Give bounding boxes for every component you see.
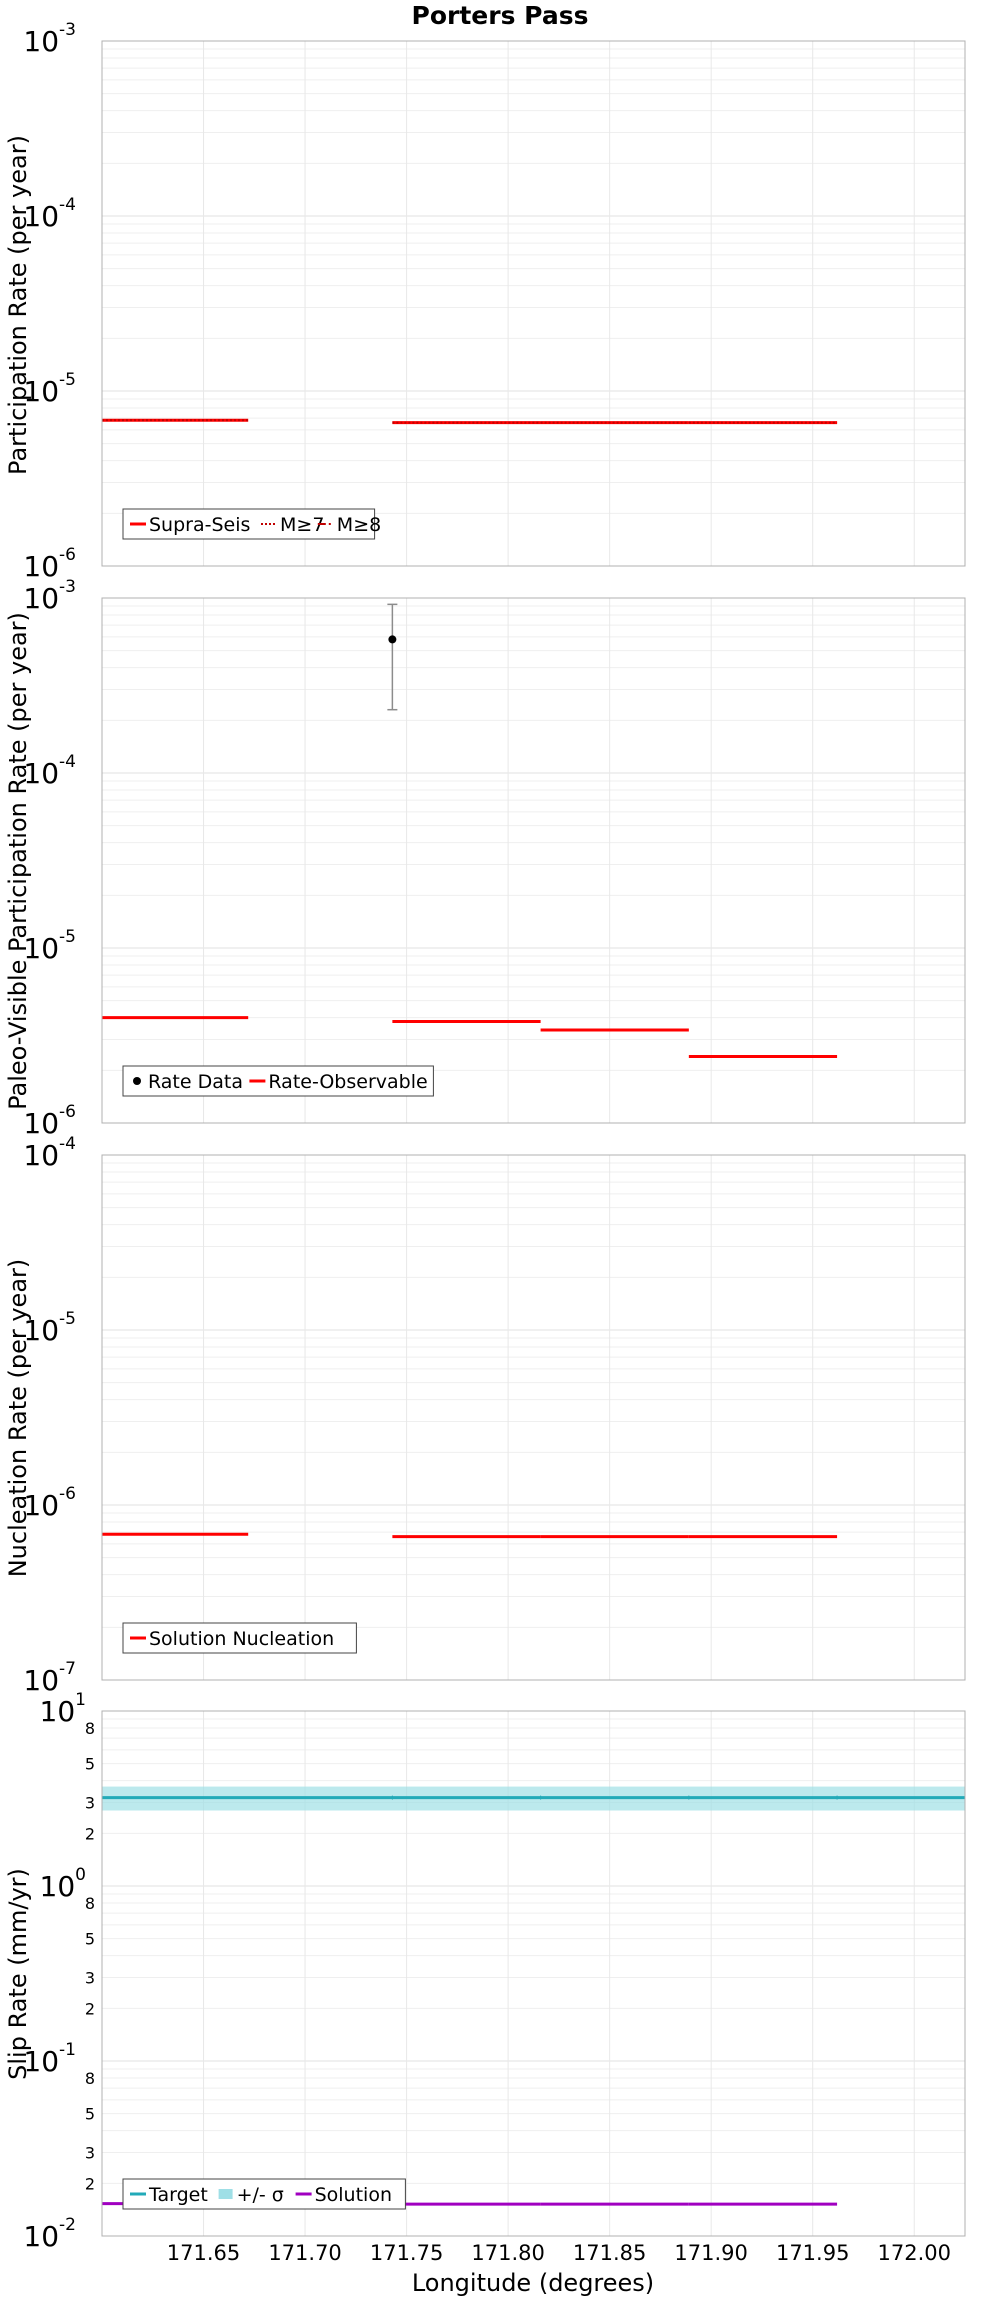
legend-marker [133, 1077, 141, 1085]
legend-box [122, 1065, 434, 1097]
data-point [388, 635, 397, 644]
chart-title: Porters Pass [412, 1, 589, 30]
legend-label: Rate Data [148, 1071, 243, 1093]
y-tick-label: 10-4 [23, 752, 76, 790]
plot-area: 10-7 10-6 10-5 10-4 Solution Nucleation [23, 1134, 965, 1697]
y-axis-label: Paleo-Visible Participation Rate (per ye… [4, 612, 32, 1110]
plot-background [102, 41, 965, 566]
y-tick-label: 10-3 [23, 577, 76, 615]
y-axis-label: Nucleation Rate (per year) [4, 1259, 32, 1578]
x-tick-label: 171.75 [370, 2241, 443, 2265]
y-tick-label: 10-4 [23, 195, 76, 233]
x-tick-label: 171.80 [471, 2241, 544, 2265]
y-minor-tick-label: 2 [85, 2174, 95, 2193]
y-tick-label: 10-6 [23, 1484, 76, 1522]
legend: Target +/- σ Solution [122, 2178, 406, 2210]
y-tick-label: 10-7 [23, 1659, 76, 1697]
x-tick-label: 171.65 [167, 2241, 240, 2265]
y-minor-tick-label: 2 [85, 1824, 95, 1843]
y-tick-label: 101 [40, 1690, 86, 1728]
y-minor-tick-label: 2 [85, 1999, 95, 2018]
y-minor-tick-label: 5 [85, 2105, 95, 2124]
plot-frame [101, 597, 966, 1124]
legend: Supra-Seis M≥7 M≥8 [122, 508, 381, 540]
y-minor-tick-label: 5 [85, 1930, 95, 1949]
panel-nucleation-rate: Nucleation Rate (per year) 10-710-610-51… [4, 1134, 966, 1697]
plot-frame [101, 1154, 966, 1681]
x-axis-label: Longitude (degrees) [412, 2269, 654, 2297]
legend-label: M≥7 [280, 514, 324, 536]
legend-box [122, 508, 376, 540]
y-tick-label: 10-5 [23, 927, 76, 965]
x-tick-label: 171.70 [268, 2241, 341, 2265]
plot-frame [101, 40, 966, 567]
legend-label: Supra-Seis [149, 514, 250, 536]
legend-marker [218, 2189, 233, 2199]
x-tick-label: 171.90 [674, 2241, 747, 2265]
legend: Rate Data Rate-Observable [122, 1065, 434, 1097]
y-minor-tick-label: 8 [85, 1719, 95, 1738]
legend-label: +/- σ [237, 2184, 284, 2206]
legend-label: Rate-Observable [268, 1071, 427, 1093]
plot-frame [101, 1710, 966, 2237]
legend-label: M≥8 [337, 514, 381, 536]
y-minor-tick-label: 8 [85, 2069, 95, 2088]
plot-background [102, 598, 965, 1123]
x-tick-label: 172.00 [877, 2241, 950, 2265]
y-tick-label: 10-3 [23, 20, 76, 58]
legend-box [122, 2178, 406, 2210]
y-tick-label: 10-4 [23, 1134, 76, 1172]
legend-label: Solution [315, 2184, 392, 2206]
panel-participation-rate: Participation Rate (per year) 10-610-510… [4, 20, 966, 583]
y-tick-label: 10-5 [23, 370, 76, 408]
panel-slip-rate: Slip Rate (mm/yr) 10-210-110010185328532… [4, 1690, 966, 2253]
y-axis-label: Participation Rate (per year) [4, 135, 32, 475]
y-tick-label: 100 [40, 1865, 86, 1903]
y-tick-label: 10-2 [23, 2215, 76, 2253]
plot-background [102, 1155, 965, 1680]
y-axis-label: Slip Rate (mm/yr) [4, 1868, 32, 2080]
y-minor-tick-label: 3 [85, 1969, 95, 1988]
y-tick-label: 10-1 [23, 2040, 76, 2078]
legend-box [122, 1622, 357, 1654]
legend-label: Target [148, 2184, 208, 2206]
legend: Solution Nucleation [122, 1622, 357, 1654]
y-tick-label: 10-5 [23, 1309, 76, 1347]
x-tick-label: 171.85 [573, 2241, 646, 2265]
y-minor-tick-label: 3 [85, 2144, 95, 2163]
x-tick-label: 171.95 [776, 2241, 849, 2265]
legend-label: Solution Nucleation [149, 1628, 334, 1650]
y-minor-tick-label: 5 [85, 1755, 95, 1774]
y-minor-tick-label: 8 [85, 1894, 95, 1913]
y-minor-tick-label: 3 [85, 1794, 95, 1813]
panel-paleo-visible-rate: Paleo-Visible Participation Rate (per ye… [4, 577, 966, 1140]
